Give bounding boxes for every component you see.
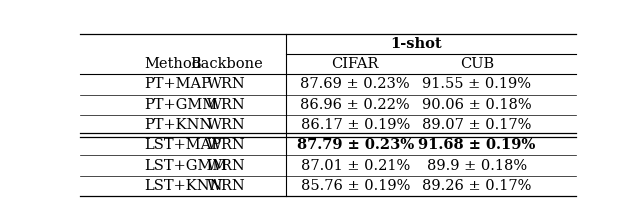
Text: 89.26 ± 0.17%: 89.26 ± 0.17% — [422, 179, 531, 193]
Text: PT+GMM: PT+GMM — [145, 98, 218, 112]
Text: WRN: WRN — [207, 159, 246, 172]
Text: 86.17 ± 0.19%: 86.17 ± 0.19% — [301, 118, 410, 132]
Text: 1-shot: 1-shot — [390, 37, 442, 51]
Text: LST+KNN: LST+KNN — [145, 179, 223, 193]
Text: Backbone: Backbone — [190, 57, 262, 71]
Text: 85.76 ± 0.19%: 85.76 ± 0.19% — [301, 179, 410, 193]
Text: 89.9 ± 0.18%: 89.9 ± 0.18% — [427, 159, 527, 172]
Text: 90.06 ± 0.18%: 90.06 ± 0.18% — [422, 98, 532, 112]
Text: WRN: WRN — [207, 118, 246, 132]
Text: 89.07 ± 0.17%: 89.07 ± 0.17% — [422, 118, 531, 132]
Text: LST+MAP: LST+MAP — [145, 138, 221, 152]
Text: PT+MAP: PT+MAP — [145, 78, 211, 91]
Text: PT+KNN: PT+KNN — [145, 118, 213, 132]
Text: 91.55 ± 0.19%: 91.55 ± 0.19% — [422, 78, 531, 91]
Text: 86.96 ± 0.22%: 86.96 ± 0.22% — [300, 98, 410, 112]
Text: WRN: WRN — [207, 78, 246, 91]
Text: 87.01 ± 0.21%: 87.01 ± 0.21% — [301, 159, 410, 172]
Text: 87.69 ± 0.23%: 87.69 ± 0.23% — [300, 78, 410, 91]
Text: Method: Method — [145, 57, 202, 71]
Text: LST+GMM: LST+GMM — [145, 159, 228, 172]
Text: 87.79 ± 0.23%: 87.79 ± 0.23% — [297, 138, 414, 152]
Text: WRN: WRN — [207, 138, 246, 152]
Text: CUB: CUB — [460, 57, 494, 71]
Text: WRN: WRN — [207, 98, 246, 112]
Text: CIFAR: CIFAR — [332, 57, 379, 71]
Text: WRN: WRN — [207, 179, 246, 193]
Text: 91.68 ± 0.19%: 91.68 ± 0.19% — [418, 138, 536, 152]
